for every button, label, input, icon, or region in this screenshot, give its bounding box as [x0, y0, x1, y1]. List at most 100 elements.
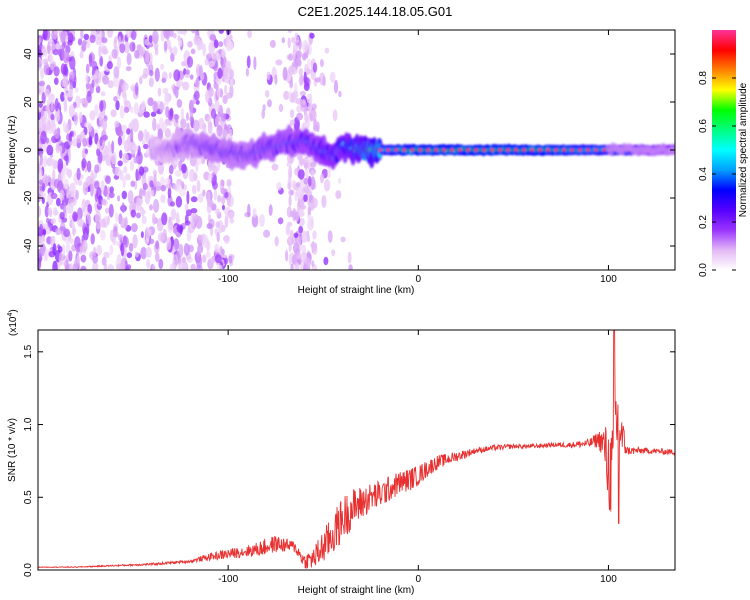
- noise-blob: [68, 214, 74, 220]
- noise-blob: [60, 63, 66, 75]
- noise-blob: [99, 55, 104, 67]
- noise-blob: [222, 204, 225, 211]
- ridge-peak-dot: [594, 148, 598, 152]
- noise-blob: [73, 112, 78, 126]
- noise-blob: [90, 74, 97, 80]
- noise-blob: [80, 30, 84, 40]
- noise-blob: [322, 75, 326, 87]
- noise-blob: [113, 39, 117, 49]
- noise-blob: [172, 32, 177, 39]
- noise-blob: [85, 74, 89, 84]
- ridge-peak-dot: [562, 148, 566, 152]
- noise-blob: [157, 162, 165, 175]
- noise-blob: [63, 92, 69, 100]
- noise-blob: [173, 69, 181, 82]
- noise-blob: [210, 108, 217, 119]
- noise-blob: [51, 30, 58, 40]
- snr-x-label: Height of straight line (km): [298, 585, 415, 596]
- noise-blob: [247, 203, 251, 217]
- noise-blob: [319, 173, 325, 184]
- noise-blob: [212, 180, 218, 190]
- spectrogram-x-label: Height of straight line (km): [298, 285, 415, 296]
- noise-blob: [228, 255, 233, 264]
- noise-blob: [100, 218, 107, 228]
- noise-blob: [120, 242, 125, 257]
- noise-blob: [141, 216, 147, 225]
- noise-blob: [189, 116, 194, 122]
- noise-blob: [130, 180, 136, 187]
- noise-blob: [142, 182, 148, 190]
- ridge-peak-dot: [498, 148, 502, 152]
- noise-blob: [77, 38, 83, 46]
- noise-blob: [56, 197, 61, 207]
- ridge-peak-dot: [378, 148, 382, 152]
- noise-blob: [68, 88, 74, 98]
- noise-blob: [172, 46, 178, 56]
- noise-blob: [173, 238, 180, 251]
- noise-blob: [94, 164, 100, 174]
- noise-blob: [327, 165, 331, 179]
- noise-blob: [59, 226, 66, 232]
- noise-blob: [340, 236, 346, 243]
- noise-blob: [43, 58, 49, 66]
- noise-blob: [198, 234, 202, 241]
- noise-blob: [102, 118, 107, 131]
- noise-blob: [160, 184, 167, 192]
- noise-blob: [113, 74, 120, 88]
- noise-blob: [229, 218, 235, 224]
- noise-blob: [95, 37, 103, 46]
- noise-blob: [138, 106, 145, 115]
- noise-blob: [77, 179, 83, 186]
- noise-blob: [62, 120, 67, 132]
- noise-blob: [124, 106, 129, 114]
- noise-blob: [120, 259, 125, 270]
- noise-blob: [278, 103, 284, 113]
- noise-blob: [213, 39, 219, 49]
- noise-blob: [68, 132, 73, 143]
- noise-blob: [178, 39, 183, 48]
- snr-y-ticks: 0.0 0.5 1.0 1.5: [23, 344, 675, 577]
- noise-blob: [268, 204, 273, 216]
- noise-blob: [283, 90, 290, 101]
- noise-blob: [219, 88, 224, 98]
- noise-blob: [303, 156, 309, 170]
- noise-blob: [130, 119, 137, 130]
- noise-blob: [327, 230, 333, 243]
- noise-blob: [103, 262, 108, 270]
- noise-blob: [86, 160, 92, 173]
- noise-blob: [152, 117, 157, 131]
- noise-blob: [87, 214, 91, 227]
- ridge-peak-dot: [426, 148, 430, 152]
- noise-blob: [180, 118, 187, 129]
- noise-blob: [103, 251, 110, 259]
- noise-blob: [226, 34, 233, 41]
- noise-blob: [289, 210, 295, 218]
- noise-blob: [291, 61, 296, 68]
- ridge-peak-dot: [458, 148, 462, 152]
- noise-blob: [135, 251, 139, 258]
- noise-blob: [196, 255, 203, 269]
- noise-blob: [102, 75, 110, 85]
- noise-blob: [188, 99, 194, 113]
- colorbar-tick-label: 0.6: [698, 119, 709, 133]
- noise-blob: [214, 228, 219, 234]
- noise-blob: [139, 76, 143, 85]
- noise-blob: [50, 113, 55, 121]
- noise-blob: [293, 232, 299, 238]
- noise-blob: [126, 128, 131, 135]
- noise-blob: [110, 109, 117, 118]
- noise-blob: [80, 254, 87, 263]
- noise-blob: [69, 182, 76, 195]
- noise-blob: [220, 112, 227, 122]
- noise-blob: [145, 149, 151, 157]
- noise-blob: [153, 199, 160, 213]
- noise-blob: [98, 111, 103, 122]
- noise-blob: [295, 181, 301, 188]
- noise-blob: [267, 99, 272, 108]
- noise-blob: [160, 63, 165, 71]
- ridge-peak-dot: [570, 148, 574, 152]
- noise-blob: [122, 176, 126, 189]
- noise-blob: [38, 205, 42, 218]
- noise-blob: [193, 119, 200, 132]
- noise-blob: [296, 112, 303, 121]
